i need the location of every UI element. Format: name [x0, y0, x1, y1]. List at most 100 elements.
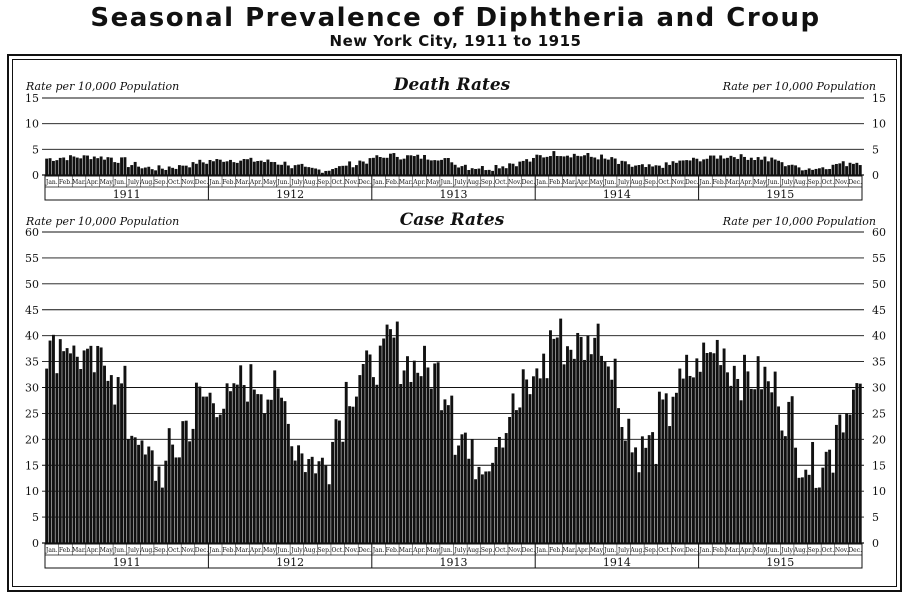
weekly-bar [518, 407, 522, 543]
weekly-bar [794, 165, 798, 175]
month-tick-label: July [290, 547, 303, 554]
weekly-bar [337, 166, 341, 175]
weekly-bar [150, 450, 154, 543]
weekly-bar [222, 161, 226, 175]
weekly-bar [688, 160, 692, 175]
y-tick-label-right: 10 [872, 118, 886, 131]
weekly-bar [593, 337, 597, 543]
weekly-bar [606, 159, 610, 175]
month-tick-label: Nov. [671, 547, 685, 554]
month-tick-label: May [100, 547, 114, 554]
weekly-bar [280, 164, 283, 175]
weekly-bar [453, 454, 457, 543]
weekly-bar [86, 155, 89, 175]
weekly-bar [344, 165, 348, 175]
weekly-bar [327, 484, 331, 543]
weekly-bar [412, 156, 416, 175]
month-tick-label: Jun. [113, 547, 126, 554]
weekly-bar [470, 439, 474, 543]
weekly-bar [184, 165, 188, 175]
weekly-bar [293, 165, 297, 175]
weekly-bar [586, 152, 590, 175]
month-tick-label: Feb. [549, 547, 562, 554]
weekly-bar [150, 169, 154, 175]
year-tick-label: 1912 [276, 188, 304, 201]
weekly-bar [191, 162, 195, 175]
weekly-bar [194, 382, 198, 543]
weekly-bar [531, 376, 535, 543]
weekly-bar [542, 157, 546, 175]
weekly-bar [120, 383, 123, 543]
month-tick-label: Sep. [644, 179, 658, 186]
weekly-bar [552, 338, 556, 543]
weekly-bar [559, 318, 563, 543]
weekly-bar [651, 166, 655, 175]
weekly-bar [736, 158, 740, 175]
weekly-bar [215, 417, 219, 543]
weekly-bar [409, 155, 413, 175]
y-tick-label-left: 0 [32, 537, 39, 550]
weekly-bar [348, 161, 352, 175]
month-tick-label: Jun. [440, 547, 453, 554]
weekly-bar [65, 348, 69, 543]
weekly-bar [661, 399, 665, 543]
weekly-bar [600, 355, 603, 543]
weekly-bar [402, 370, 406, 543]
weekly-bar [45, 368, 49, 543]
weekly-bar [140, 440, 144, 543]
month-tick-label: Aug. [466, 547, 481, 554]
weekly-bar [535, 368, 539, 543]
weekly-bar [79, 158, 83, 175]
weekly-bar [252, 389, 256, 543]
month-tick-label: Dec. [195, 547, 209, 554]
weekly-bar [807, 168, 811, 175]
month-tick-label: Nov. [508, 179, 522, 186]
weekly-bar [194, 163, 198, 175]
weekly-bar [698, 371, 702, 543]
weekly-bar [188, 167, 192, 175]
weekly-bar [174, 457, 178, 543]
weekly-bar [242, 158, 246, 175]
weekly-bar [123, 157, 127, 175]
weekly-bar [811, 169, 815, 175]
weekly-bar [851, 163, 855, 175]
weekly-bar [212, 403, 215, 543]
weekly-bar [154, 170, 158, 175]
month-tick-label: Mar. [562, 179, 576, 186]
weekly-bar [232, 162, 236, 175]
weekly-bar [858, 383, 862, 543]
weekly-bar [538, 378, 542, 543]
weekly-bar [399, 384, 403, 543]
weekly-bar [365, 350, 369, 543]
weekly-bar [181, 421, 185, 543]
weekly-bar [69, 155, 72, 175]
weekly-bar [678, 368, 682, 543]
weekly-bar [423, 345, 426, 543]
weekly-bar [542, 353, 546, 543]
weekly-bar [603, 158, 607, 175]
month-tick-label: Aug. [139, 179, 154, 186]
weekly-bar [528, 161, 532, 175]
y-tick-label-left: 55 [25, 252, 39, 265]
weekly-bar [286, 165, 290, 175]
y-tick-label-right: 25 [872, 407, 886, 420]
weekly-bar [817, 487, 821, 543]
weekly-bar [736, 378, 740, 543]
month-tick-label: Aug. [629, 547, 644, 554]
month-tick-label: Feb. [712, 179, 725, 186]
weekly-bar [749, 388, 753, 543]
weekly-bar [484, 170, 488, 175]
weekly-bar [637, 165, 641, 175]
month-tick-label: July [454, 179, 467, 186]
weekly-bar [399, 159, 403, 175]
weekly-bar [787, 401, 791, 543]
weekly-bar [423, 154, 426, 175]
weekly-bar [719, 155, 723, 175]
weekly-bar [334, 419, 338, 543]
weekly-bar [637, 472, 641, 543]
weekly-bar [848, 162, 852, 175]
weekly-bar [164, 460, 168, 543]
month-tick-label: Apr. [412, 179, 425, 186]
weekly-bar [780, 162, 784, 175]
weekly-bar [746, 371, 750, 543]
